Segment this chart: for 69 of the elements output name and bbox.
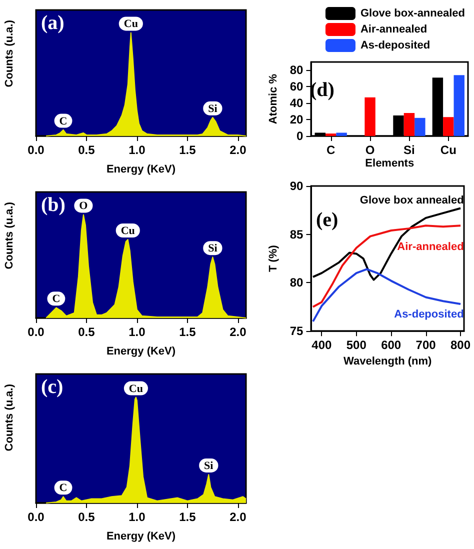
y-tick-label: 60 <box>290 80 304 94</box>
bar <box>454 75 464 136</box>
x-tick-label: 400 <box>312 338 332 352</box>
x-tick-label: C <box>326 143 336 157</box>
x-tick-label: 800 <box>450 338 471 352</box>
x-tick-label: 1.0 <box>128 325 146 339</box>
y-axis-title: Counts (u.a.) <box>4 202 16 270</box>
x-tick-label: 2.0 <box>230 143 247 157</box>
x-tick-label: 1.5 <box>179 510 196 524</box>
y-tick-label: 80 <box>290 276 304 290</box>
x-tick-label: 0.5 <box>78 510 96 524</box>
x-tick-label: 1.0 <box>128 143 146 157</box>
series-label: Air-annealed <box>397 241 464 254</box>
annotation: Si <box>204 460 214 472</box>
bar <box>336 132 347 136</box>
y-tick-label: 80 <box>290 63 304 78</box>
series-label: Glove box annealed <box>360 194 464 206</box>
y-tick-label: 85 <box>290 227 304 242</box>
annotation: Si <box>208 102 218 115</box>
annotation: (c) <box>41 376 64 398</box>
x-axis-title: Energy (KeV) <box>106 346 176 358</box>
annotation: (a) <box>41 12 64 34</box>
x-tick-label: 1.5 <box>179 143 196 157</box>
y-tick-label: 0 <box>296 129 304 143</box>
y-axis-title: Counts (u.a.) <box>4 384 16 452</box>
x-tick-label: 500 <box>346 338 367 352</box>
bar <box>443 117 454 136</box>
legend-label: Glove box-annealed <box>360 8 466 20</box>
x-axis-title: Elements <box>365 158 414 170</box>
y-tick-label: 75 <box>290 324 304 338</box>
x-tick-label: 0.0 <box>28 143 45 157</box>
x-axis-title: Energy (KeV) <box>106 530 176 542</box>
annotation: O <box>79 200 88 212</box>
bar <box>414 118 426 136</box>
x-tick-label: 600 <box>381 338 402 352</box>
x-tick-label: 1.5 <box>179 325 196 339</box>
annotation: (e) <box>316 209 338 231</box>
x-tick-label: 0.5 <box>78 325 96 339</box>
y-tick-label: 90 <box>290 179 304 193</box>
x-tick-label: 0.5 <box>78 143 96 157</box>
annotation: C <box>59 482 68 494</box>
annotation: Cu <box>124 18 138 30</box>
annotation: Cu <box>128 382 143 395</box>
y-tick-label: 20 <box>290 112 304 127</box>
x-tick-label: O <box>365 143 375 157</box>
x-axis-title: Energy (KeV) <box>106 164 176 176</box>
annotation: Si <box>208 242 218 255</box>
x-tick-label: 1.0 <box>128 510 146 524</box>
x-tick-label: 0.0 <box>28 510 45 524</box>
annotation: C <box>52 293 60 306</box>
x-tick-label: 0.0 <box>28 325 45 339</box>
line-series <box>312 268 462 322</box>
annotation: Cu <box>120 225 135 238</box>
x-tick-label: Cu <box>440 143 456 157</box>
bar <box>404 112 415 136</box>
x-tick-label: Si <box>404 143 415 157</box>
legend-label: As-deposited <box>360 40 430 52</box>
y-tick-label: 40 <box>290 96 304 110</box>
y-axis-title: T (%) <box>268 244 280 272</box>
y-axis-title: Atomic % <box>268 74 280 124</box>
annotation: (b) <box>41 194 66 216</box>
x-tick-label: 700 <box>416 338 436 352</box>
legend-label: Air-annealed <box>360 24 428 36</box>
x-tick-label: 2.0 <box>230 325 247 339</box>
x-axis-title: Wavelength (nm) <box>344 356 432 368</box>
y-axis-title: Counts (u.a.) <box>4 20 16 88</box>
annotation: C <box>59 115 68 128</box>
x-tick-label: 2.0 <box>230 510 247 524</box>
bar <box>364 97 376 136</box>
